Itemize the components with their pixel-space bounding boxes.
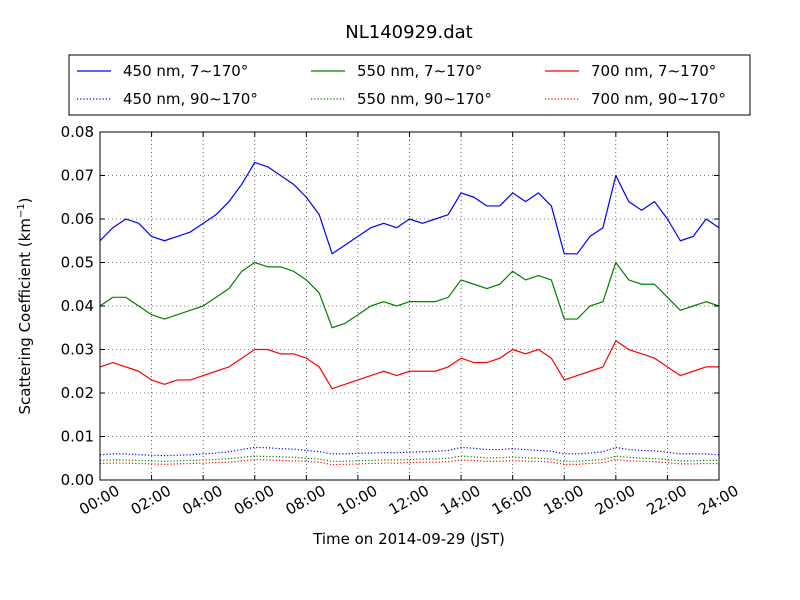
y-tick-label: 0.08 xyxy=(61,123,94,141)
y-axis-label: Scattering Coefficient (km−1) xyxy=(16,197,34,414)
legend-label: 450 nm, 90∼170° xyxy=(123,90,258,108)
legend-label: 550 nm, 7∼170° xyxy=(357,62,482,80)
series-layer xyxy=(99,161,720,466)
legend: 450 nm, 7∼170° 550 nm, 7∼170° 700 nm, 7∼17… xyxy=(68,54,751,116)
series-line xyxy=(99,446,720,457)
y-tick-label: 0.01 xyxy=(61,428,94,446)
legend-frame xyxy=(68,54,751,116)
y-axis-label-suffix: ) xyxy=(16,197,34,203)
y-tick-label: 0.03 xyxy=(61,341,94,359)
y-axis-label-main: Scattering Coefficient (km xyxy=(16,218,34,414)
x-axis-label: Time on 2014-09-29 (JST) xyxy=(312,530,505,548)
series-line xyxy=(99,161,720,255)
y-axis-label-exponent: −1 xyxy=(16,203,27,218)
chart-title: NL140929.dat xyxy=(345,22,472,43)
series-line xyxy=(99,458,719,466)
y-tick-labels: 0.00 0.01 0.02 0.03 0.04 0.05 0.06 0.07 0.08 xyxy=(61,123,94,489)
y-tick-label: 0.00 xyxy=(61,471,94,489)
legend-label: 700 nm, 90∼170° xyxy=(591,90,726,108)
ticks xyxy=(99,131,720,481)
series-line xyxy=(99,455,719,462)
y-tick-label: 0.02 xyxy=(61,384,94,402)
legend-label: 550 nm, 90∼170° xyxy=(357,90,492,108)
legend-label: 450 nm, 7∼170° xyxy=(123,62,248,80)
series-line xyxy=(99,261,720,329)
series-line xyxy=(99,340,719,390)
y-tick-label: 0.07 xyxy=(61,167,94,185)
y-tick-label: 0.06 xyxy=(61,210,94,228)
legend-label: 700 nm, 7∼170° xyxy=(591,62,716,80)
y-tick-label: 0.05 xyxy=(61,254,94,272)
y-tick-label: 0.04 xyxy=(61,297,94,315)
plot-area xyxy=(99,131,720,481)
